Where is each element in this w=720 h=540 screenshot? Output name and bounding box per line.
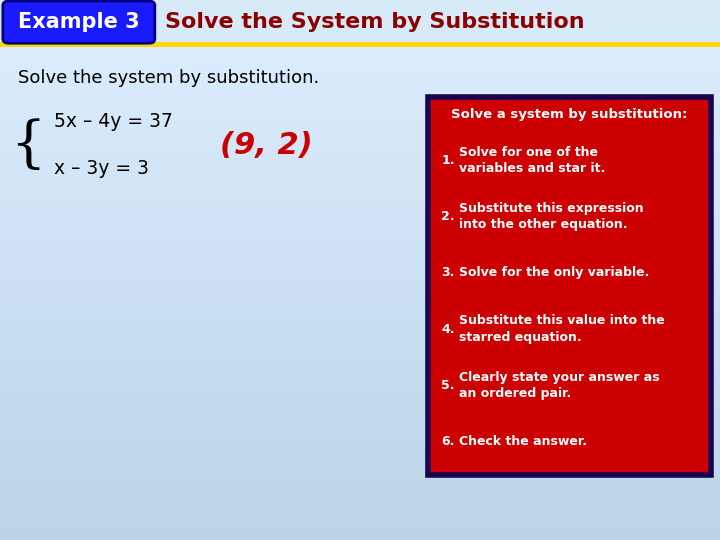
- Text: 5x – 4y = 37: 5x – 4y = 37: [54, 112, 173, 131]
- Text: 3.: 3.: [441, 266, 455, 279]
- Text: 4.: 4.: [441, 323, 455, 336]
- Text: 2.: 2.: [441, 210, 455, 223]
- Text: Solve a system by substitution:: Solve a system by substitution:: [451, 108, 688, 122]
- Text: 5.: 5.: [441, 379, 455, 392]
- Text: Example 3: Example 3: [18, 12, 140, 32]
- Text: Clearly state your answer as
an ordered pair.: Clearly state your answer as an ordered …: [459, 370, 660, 400]
- Text: Solve for one of the
variables and star it.: Solve for one of the variables and star …: [459, 146, 605, 175]
- Text: 1.: 1.: [441, 154, 455, 167]
- FancyBboxPatch shape: [3, 1, 155, 43]
- Text: Substitute this expression
into the other equation.: Substitute this expression into the othe…: [459, 202, 643, 232]
- Text: Substitute this value into the
starred equation.: Substitute this value into the starred e…: [459, 314, 665, 344]
- Text: {: {: [9, 118, 45, 173]
- FancyBboxPatch shape: [0, 0, 720, 44]
- Text: Solve the System by Substitution: Solve the System by Substitution: [165, 12, 585, 32]
- Text: Solve for the only variable.: Solve for the only variable.: [459, 266, 649, 279]
- Text: 6.: 6.: [441, 435, 455, 448]
- Text: Check the answer.: Check the answer.: [459, 435, 587, 448]
- Text: (9, 2): (9, 2): [220, 131, 312, 160]
- Text: Solve the system by substitution.: Solve the system by substitution.: [18, 69, 319, 87]
- Text: x – 3y = 3: x – 3y = 3: [54, 159, 149, 178]
- FancyBboxPatch shape: [428, 97, 711, 475]
